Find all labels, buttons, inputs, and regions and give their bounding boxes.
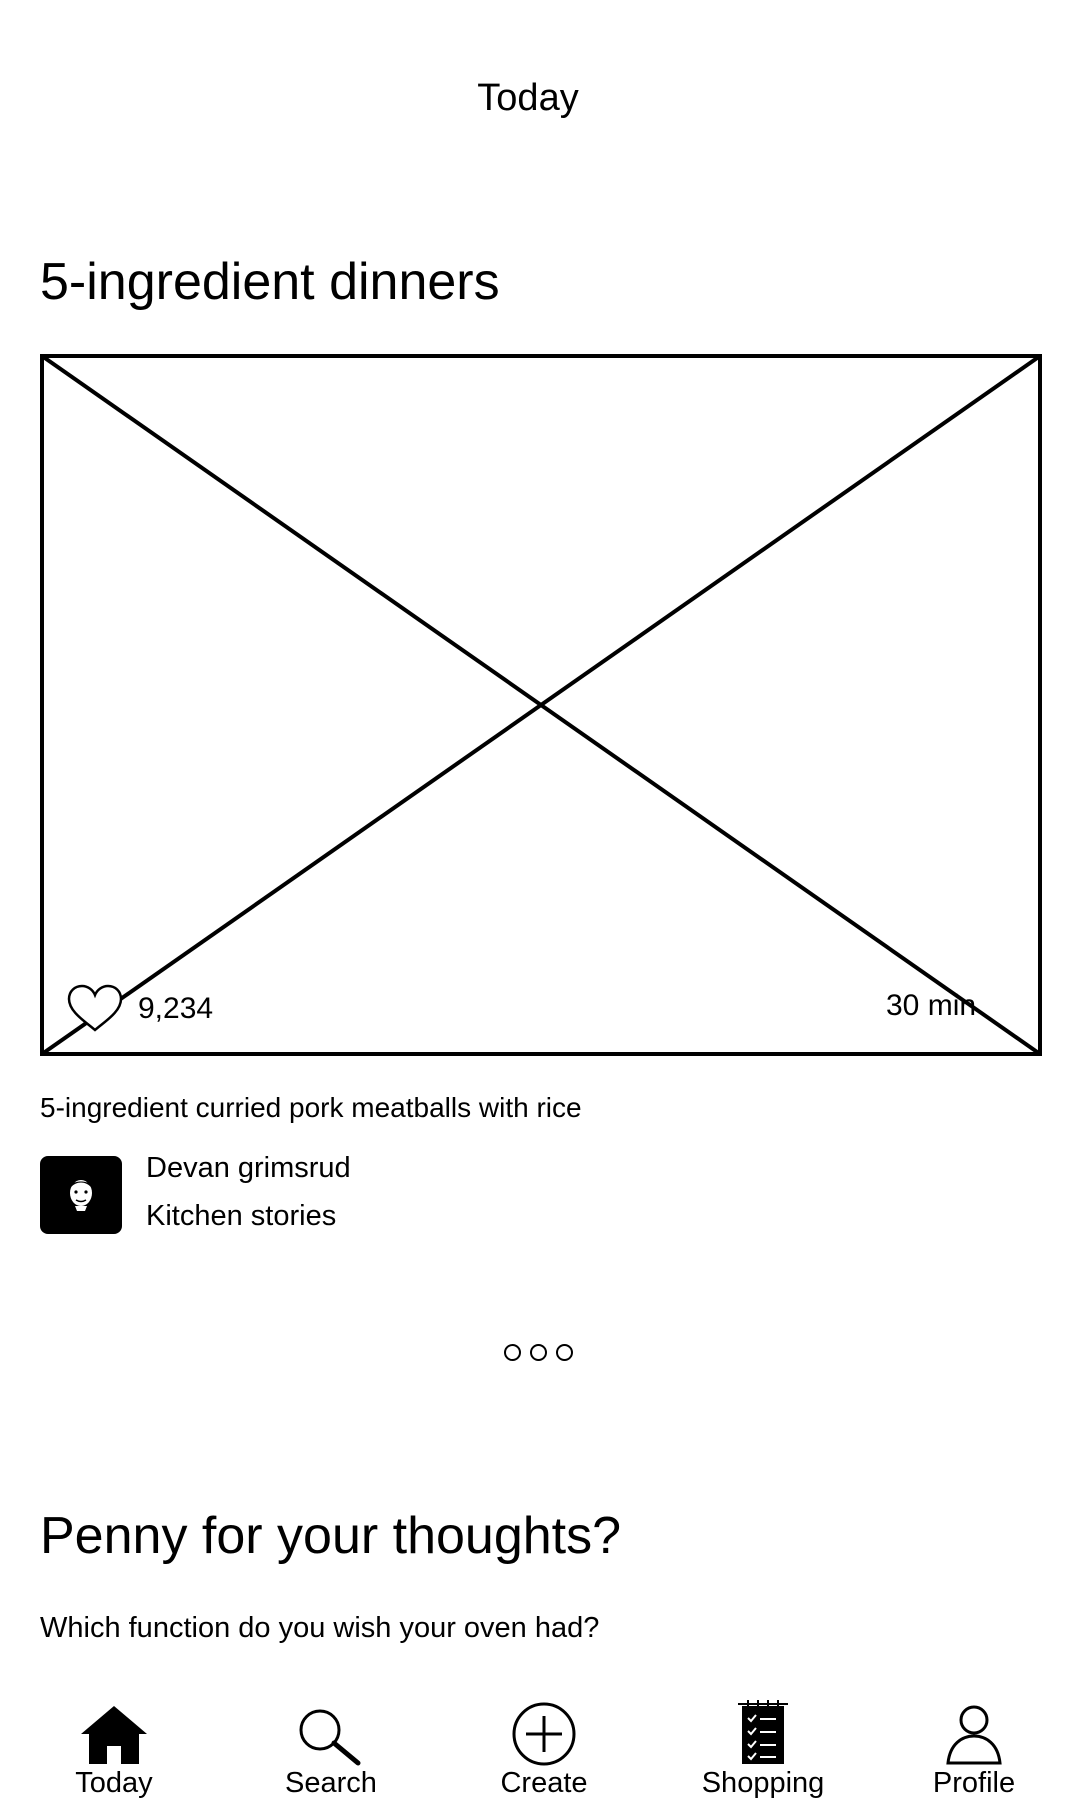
feedback-title: Penny for your thoughts? <box>40 1507 622 1565</box>
avatar-face-icon <box>69 1180 93 1211</box>
pagination-dot[interactable] <box>530 1344 547 1361</box>
like-button[interactable]: 9,234 <box>66 984 213 1034</box>
likes-count: 9,234 <box>138 992 214 1025</box>
carousel-pagination <box>504 1344 573 1361</box>
user-icon <box>946 1705 1002 1765</box>
cook-time: 30 min <box>886 989 977 1022</box>
nav-label: Search <box>285 1767 377 1799</box>
author-source: Kitchen stories <box>146 1200 337 1232</box>
recipe-image[interactable]: 9,234 30 min <box>40 354 1042 1056</box>
bottom-navigation: Today Search Create <box>0 1686 1080 1800</box>
nav-item-create[interactable]: Create <box>444 1686 644 1800</box>
nav-label: Profile <box>932 1767 1016 1799</box>
nav-label: Shopping <box>701 1767 825 1799</box>
search-icon <box>299 1709 361 1766</box>
nav-item-shopping[interactable]: Shopping <box>663 1686 863 1800</box>
feedback-question: Which function do you wish your oven had… <box>40 1612 600 1644</box>
pagination-dot[interactable] <box>556 1344 573 1361</box>
nav-label: Today <box>75 1767 153 1799</box>
pagination-dot[interactable] <box>504 1344 521 1361</box>
nav-item-profile[interactable]: Profile <box>874 1686 1074 1800</box>
image-placeholder-icon <box>40 354 1042 1056</box>
nav-item-search[interactable]: Search <box>231 1686 431 1800</box>
heart-icon <box>67 984 123 1032</box>
shopping-list-icon <box>738 1700 788 1764</box>
section-title: 5-ingredient dinners <box>40 253 500 311</box>
author-avatar[interactable] <box>40 1156 122 1234</box>
author-name[interactable]: Devan grimsrud <box>146 1152 351 1184</box>
recipe-title[interactable]: 5-ingredient curried pork meatballs with… <box>40 1092 582 1123</box>
plus-circle-icon <box>512 1702 576 1766</box>
nav-item-today[interactable]: Today <box>14 1686 214 1800</box>
home-icon <box>81 1706 147 1764</box>
page-title: Today <box>477 77 579 119</box>
nav-label: Create <box>500 1767 588 1799</box>
